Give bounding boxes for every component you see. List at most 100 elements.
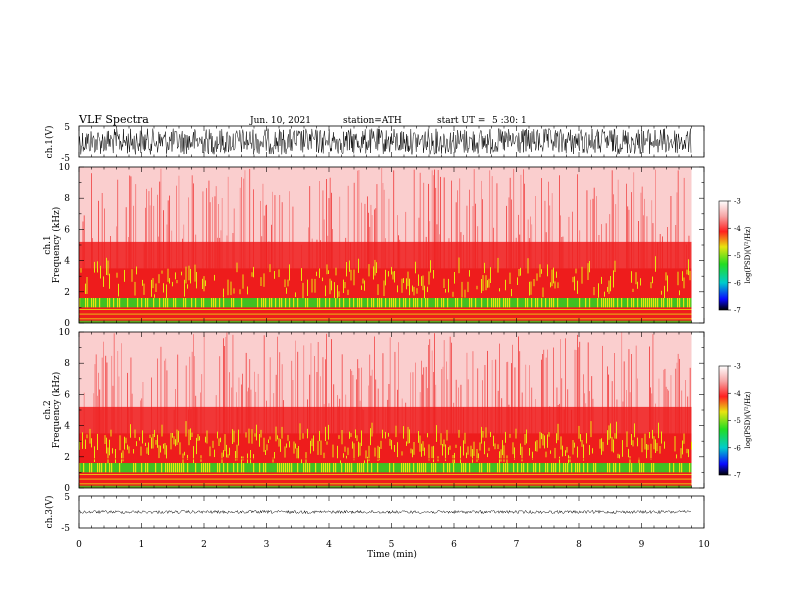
spectrogram-speckle [191,432,193,437]
spectrogram-speckle [541,269,542,274]
spectrogram-streak [593,187,595,269]
spectrogram-speckle [445,444,446,461]
spectrogram-speckle [187,463,189,473]
spectrogram-streak [188,409,189,434]
spectrogram-speckle [311,278,313,293]
spectrogram-speckle [97,433,98,450]
spectrogram-speckle [401,451,403,456]
spectrogram-speckle [110,429,112,437]
spectrogram-speckle [443,278,445,288]
spectrogram-speckle [485,275,487,291]
spectrogram-speckle [331,280,332,291]
spectrogram-streak [574,349,576,434]
spectrogram-streak [423,367,425,434]
spectrogram-speckle [657,298,659,308]
spectrogram-speckle [533,279,535,287]
spectrogram-streak [194,356,195,434]
spectrogram-speckle [178,430,179,443]
spectrogram-streak [434,333,435,434]
spectrogram-streak [331,339,332,434]
spectrogram-speckle [679,298,681,308]
spectrogram-speckle [94,261,95,273]
spectrogram-streak [215,395,217,434]
spectrogram-streak [433,372,434,434]
spectrogram-speckle [279,463,281,473]
spectrogram-speckle [405,298,407,308]
spectrogram-speckle [160,445,161,453]
spectrogram-speckle [199,436,200,441]
spectrogram-speckle [379,298,381,308]
spectrogram-speckle [287,279,289,287]
colorbar-tick-label: -5 [734,417,741,425]
spectrogram-speckle [257,298,259,308]
spectrogram-streak [95,354,97,434]
spectrogram-streak [469,189,470,269]
spectrogram-streak [337,395,338,434]
spectrogram-streak [583,374,584,434]
spectrogram-speckle [619,463,621,473]
time-axis-tick-label: 8 [576,540,582,550]
spectrogram-streak [94,364,96,434]
spectrogram-streak [655,169,656,269]
spectrogram-streak [121,343,122,434]
spectrogram-speckle [574,276,575,291]
spectrogram-speckle [265,298,267,308]
spectrogram-streak [388,198,390,269]
spectrogram-streak [633,172,635,269]
spectrogram-speckle [641,463,643,473]
spectrogram-speckle [153,298,155,308]
spectrogram-speckle [577,446,578,458]
spectrogram-speckle [377,445,379,461]
spectrogram-streak [93,393,95,434]
spectrogram-streak [652,223,654,269]
spectrogram-streak [325,359,326,434]
spectrogram-speckle [651,463,653,473]
spectrogram-streak [217,237,218,269]
spectrogram-speckle [111,463,113,473]
spectrogram-streak [508,404,510,434]
spectrogram-speckle [287,434,289,441]
spectrogram-speckle [127,444,128,450]
spectrogram-streak [383,189,385,269]
spectrogram-streak [253,189,254,269]
spectrogram-speckle [632,288,634,292]
spectrogram-speckle [597,298,599,308]
figure-title: VLF Spectra [78,113,149,126]
spectrogram-speckle [473,441,475,456]
spectrogram-speckle [345,463,347,473]
spectrogram-speckle [542,287,544,298]
spectrogram-speckle [394,445,395,452]
spectrogram-speckle [458,429,460,438]
spectrogram-speckle [338,435,340,439]
time-axis-tick-label: 0 [76,540,82,550]
spectrogram-streak [665,386,667,434]
spectrogram-speckle [551,269,553,287]
spectrogram-streak [254,371,255,434]
spectrogram-speckle [231,298,233,308]
spectrogram-streak [623,361,625,434]
spectrogram-speckle [506,455,508,464]
time-axis-tick-label: 6 [451,540,457,550]
spectrogram-speckle [604,291,605,297]
spectrogram-speckle [677,298,679,308]
spectrogram-streak [559,403,560,434]
colorbar-tick-label: -4 [734,225,741,233]
ch1-spectrogram-ylabel: Frequency (kHz) [51,207,62,284]
spectrogram-streak [361,367,362,434]
spectrogram-speckle [554,281,556,289]
spectrogram-speckle [109,273,110,289]
spectrogram-speckle [329,463,331,473]
spectrogram-streak [652,334,654,434]
spectrogram-speckle [615,463,617,473]
spectrogram-streak [541,178,542,269]
spectrogram-speckle [364,460,365,464]
spectrogram-speckle [289,463,291,473]
time-axis-tick-label: 10 [698,540,710,550]
ch1-spectrogram-image [79,167,692,323]
spectrogram-streak [160,168,162,269]
spectrogram-speckle [155,463,157,473]
spectrogram-speckle [539,463,541,473]
spectrogram-speckle [385,269,386,286]
spectrogram-streak [419,172,421,269]
spectrogram-streak [676,192,678,269]
